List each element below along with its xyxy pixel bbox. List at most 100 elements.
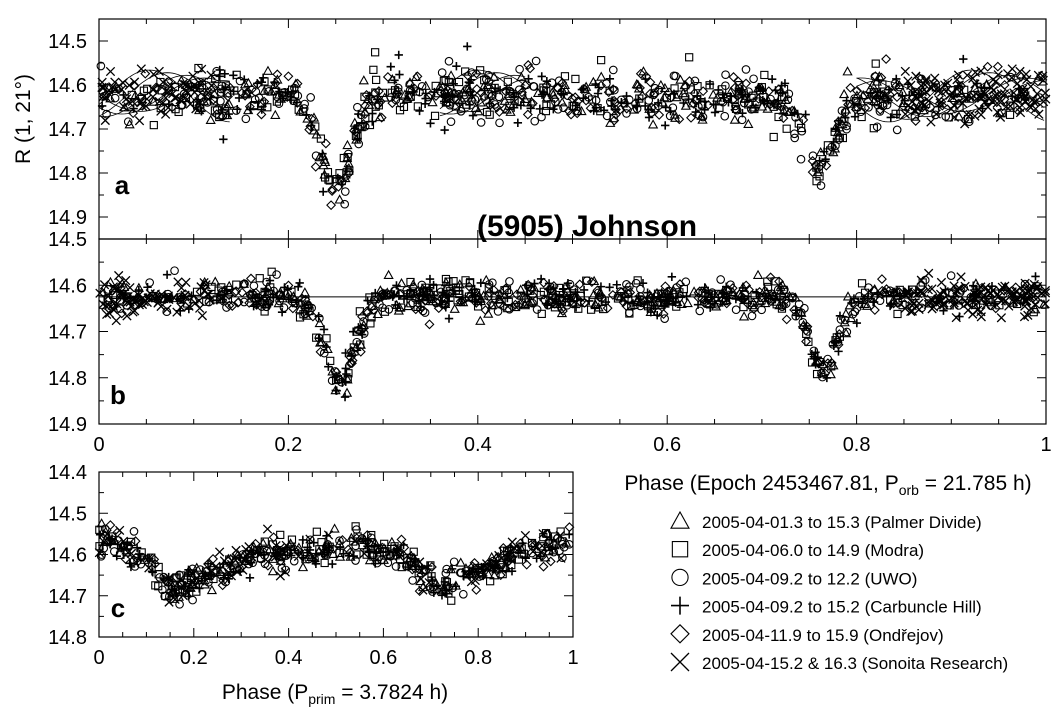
data-point bbox=[449, 557, 459, 567]
data-point bbox=[485, 110, 494, 119]
data-point bbox=[105, 93, 116, 103]
data-point bbox=[183, 588, 193, 598]
data-point bbox=[838, 133, 847, 143]
data-point bbox=[376, 290, 388, 300]
y-tick-label-a: 14.7 bbox=[48, 119, 87, 141]
data-point bbox=[838, 88, 850, 99]
x-axis-label-sub: prim bbox=[308, 691, 335, 707]
data-points-c bbox=[94, 518, 575, 609]
data-point bbox=[569, 101, 579, 111]
data-point bbox=[823, 141, 833, 150]
data-point bbox=[354, 109, 363, 119]
data-point bbox=[145, 278, 154, 287]
data-point bbox=[861, 300, 873, 310]
data-point bbox=[378, 303, 387, 313]
data-point bbox=[444, 56, 454, 66]
data-point bbox=[387, 88, 396, 97]
data-point bbox=[840, 308, 852, 318]
data-point bbox=[666, 106, 675, 116]
data-point bbox=[99, 280, 110, 290]
data-point bbox=[425, 583, 436, 594]
data-point bbox=[196, 569, 208, 579]
data-point bbox=[108, 282, 119, 292]
data-point bbox=[322, 531, 331, 540]
data-point bbox=[138, 101, 148, 112]
data-point bbox=[344, 551, 354, 560]
data-point bbox=[525, 63, 536, 74]
data-point bbox=[519, 93, 531, 103]
data-point bbox=[189, 87, 200, 98]
data-point bbox=[132, 543, 142, 552]
data-point bbox=[650, 88, 659, 98]
data-point bbox=[859, 298, 870, 308]
data-point bbox=[965, 109, 975, 120]
data-point bbox=[797, 123, 806, 133]
data-point bbox=[359, 109, 370, 120]
data-point bbox=[292, 97, 303, 108]
data-point bbox=[275, 571, 286, 581]
data-point bbox=[1033, 292, 1043, 303]
data-point bbox=[464, 86, 475, 97]
data-point bbox=[205, 114, 216, 124]
data-point bbox=[380, 539, 389, 548]
data-point bbox=[881, 284, 892, 295]
data-point bbox=[739, 98, 749, 108]
data-point bbox=[826, 146, 835, 155]
data-point bbox=[206, 570, 216, 580]
y-tick-label-a: 14.6 bbox=[48, 75, 87, 97]
data-point bbox=[948, 92, 958, 103]
data-point bbox=[344, 369, 353, 378]
panel-letter-c: c bbox=[111, 593, 125, 623]
data-point bbox=[669, 109, 681, 119]
data-point bbox=[625, 287, 636, 298]
data-point bbox=[422, 286, 431, 295]
data-point bbox=[234, 93, 244, 103]
data-point bbox=[780, 92, 789, 101]
data-point bbox=[851, 90, 863, 100]
data-point bbox=[156, 106, 166, 116]
data-point bbox=[779, 105, 789, 114]
data-point bbox=[480, 76, 489, 85]
data-point bbox=[892, 298, 903, 309]
data-point bbox=[368, 301, 377, 310]
data-point bbox=[427, 96, 438, 107]
data-point bbox=[493, 551, 504, 562]
data-point bbox=[986, 301, 996, 311]
data-point bbox=[475, 315, 486, 325]
data-point bbox=[710, 108, 720, 117]
data-point bbox=[876, 88, 885, 97]
data-point bbox=[123, 117, 133, 126]
data-point bbox=[294, 548, 303, 558]
data-point bbox=[314, 152, 325, 162]
x-axis-label-c: Phase (Pprim = 3.7824 h) bbox=[222, 681, 448, 707]
data-point bbox=[503, 304, 512, 313]
data-point bbox=[643, 288, 652, 297]
data-point bbox=[262, 560, 273, 571]
data-point bbox=[939, 286, 949, 297]
data-point bbox=[729, 114, 740, 124]
data-point bbox=[696, 110, 707, 120]
data-point bbox=[1016, 71, 1026, 82]
x-axis-label-b: Phase (Epoch 2453467.81, Porb = 21.785 h… bbox=[624, 472, 1031, 498]
data-point bbox=[420, 80, 431, 90]
data-point bbox=[484, 77, 494, 86]
data-point bbox=[357, 311, 367, 322]
data-point bbox=[882, 100, 892, 110]
data-point bbox=[337, 177, 347, 187]
data-point bbox=[672, 283, 681, 292]
data-point bbox=[454, 77, 464, 87]
data-point bbox=[763, 277, 772, 286]
data-point bbox=[937, 290, 948, 301]
data-point bbox=[442, 93, 453, 103]
data-point bbox=[854, 292, 864, 301]
data-point bbox=[693, 82, 702, 91]
data-point bbox=[277, 552, 287, 562]
x-tick-label-c: 0.6 bbox=[369, 647, 397, 669]
data-point bbox=[907, 301, 917, 311]
data-point bbox=[447, 564, 457, 574]
data-point bbox=[505, 277, 514, 286]
data-point bbox=[268, 540, 278, 549]
data-point bbox=[232, 549, 243, 559]
data-point bbox=[651, 292, 660, 301]
panel-b: 14.5 14.6 14.7 14.8 14.9 0 0.2 0.4 0.6 0.8 1 b Phase… bbox=[48, 229, 1052, 498]
